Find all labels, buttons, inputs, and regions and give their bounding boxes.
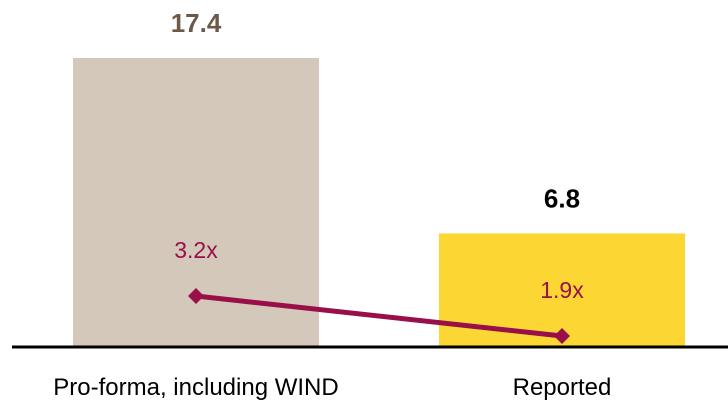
category-labels-group: Pro-forma, including WIND Reported: [53, 374, 611, 401]
category-label: Pro-forma, including WIND: [53, 374, 338, 401]
bar-value-label: 6.8: [544, 183, 580, 213]
line-series-path: [195, 293, 563, 339]
category-label: Reported: [513, 374, 612, 401]
line-value-label: 3.2x: [174, 237, 218, 263]
bar-value-label: 17.4: [171, 8, 222, 38]
bar-value-labels-group: 17.4 6.8: [171, 8, 580, 213]
line-series-group: 3.2x 1.9x: [174, 237, 584, 345]
line-series-marker: [188, 288, 204, 305]
bars-group: [73, 58, 685, 346]
line-value-label: 1.9x: [540, 277, 584, 303]
line-series-marker: [554, 328, 570, 345]
